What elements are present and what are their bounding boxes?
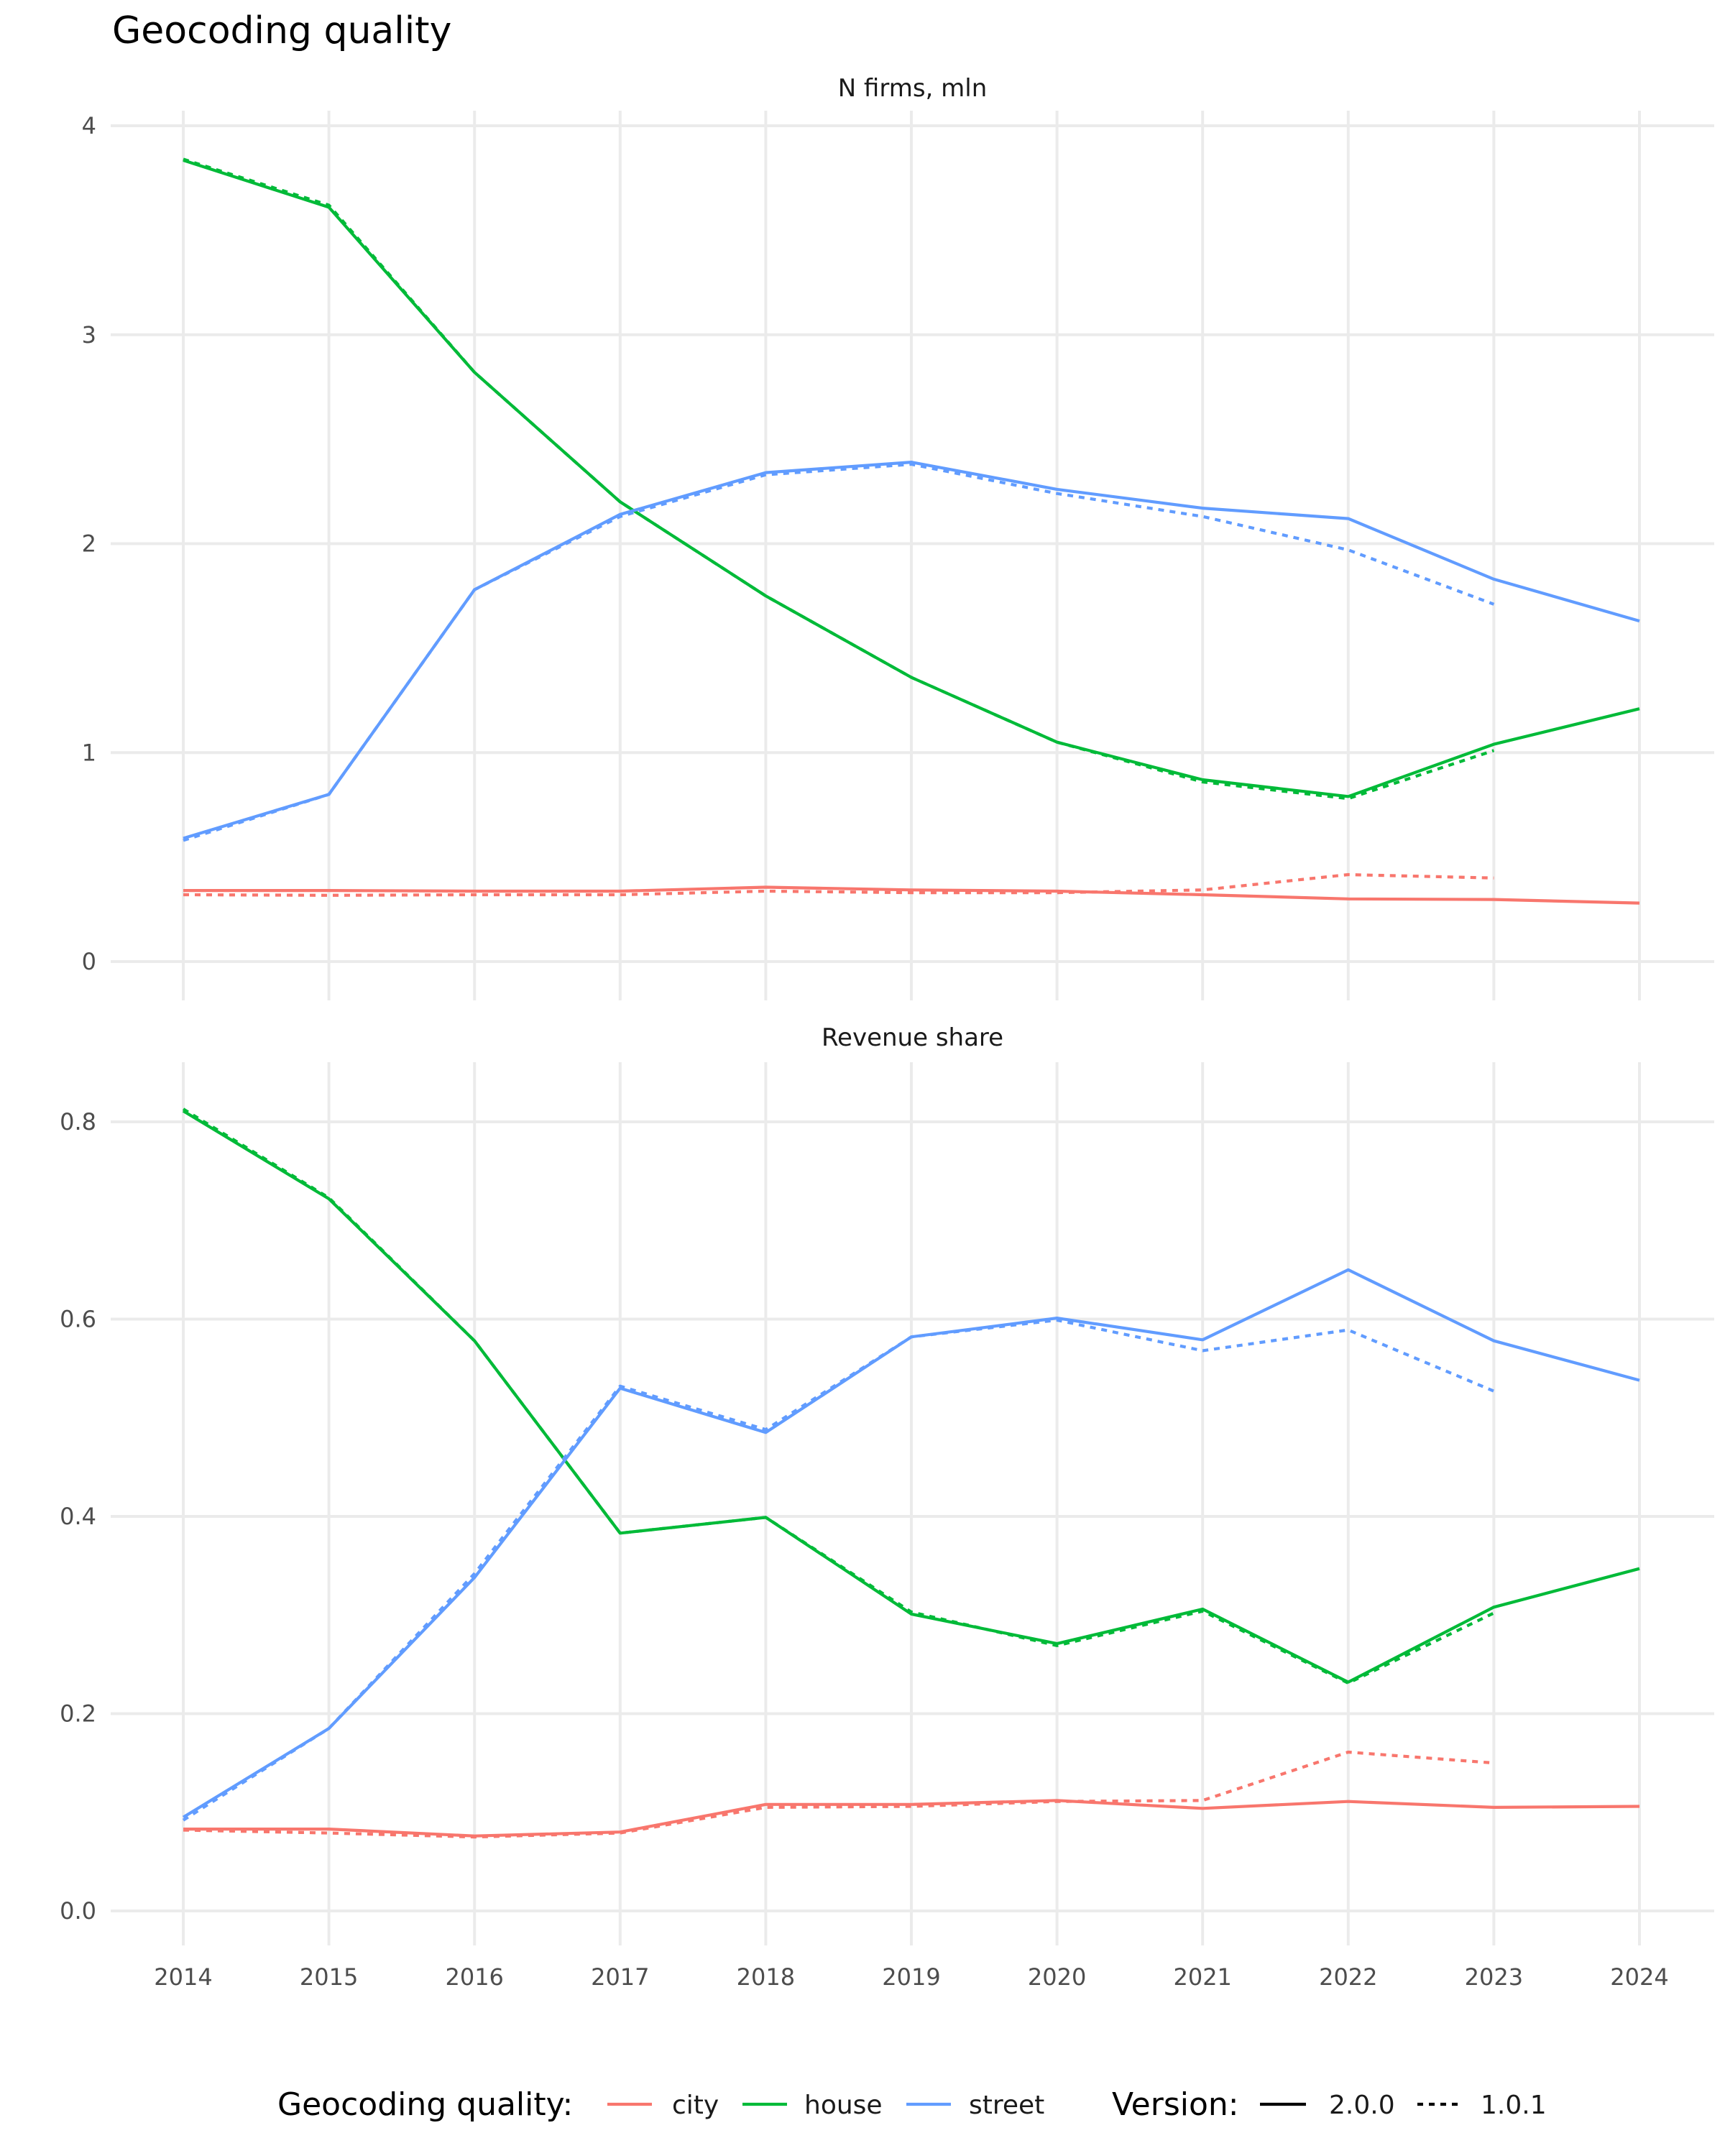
x-tick-label: 2014 <box>154 1963 212 1991</box>
line-street-1-0-1 <box>182 1318 1495 1822</box>
legend: Geocoding quality: city house street Version… <box>277 2086 1547 2123</box>
y-tick-label: 1 <box>82 739 96 766</box>
x-tick-label: 2023 <box>1465 1963 1523 1991</box>
legend-linetype-title: Version: <box>1112 2086 1239 2123</box>
line-street-1-0-1 <box>183 462 1495 842</box>
line-city-2-0-0 <box>183 885 1640 905</box>
legend-item-version-1-0-1: 1.0.1 <box>1417 2091 1547 2120</box>
legend-item-city: city <box>607 2091 719 2120</box>
line-house-2-0-0 <box>182 1110 1640 1684</box>
panel-1: N firms, mln 0 1 2 3 4 <box>82 74 1714 1000</box>
x-tick-label: 2019 <box>882 1963 940 1991</box>
y-tick-label: 0 <box>82 948 96 975</box>
x-tick-label: 2022 <box>1319 1963 1377 1991</box>
y-tick-label: 4 <box>82 112 96 139</box>
legend-label-version: 2.0.0 <box>1329 2091 1395 2120</box>
y-tick-label: 0.0 <box>60 1897 96 1925</box>
legend-item-street: street <box>906 2091 1044 2120</box>
x-tick-label: 2024 <box>1610 1963 1668 1991</box>
line-street-2-0-0 <box>183 460 1640 840</box>
y-tick-label: 0.8 <box>60 1108 96 1135</box>
x-axis-ticks: 2014 2015 2016 2017 2018 2019 2020 2021 2022 2023… <box>154 1963 1668 1991</box>
legend-label-house: house <box>804 2091 883 2120</box>
panel-strip-label: N firms, mln <box>838 74 988 103</box>
legend-item-version-2-0-0: 2.0.0 <box>1260 2091 1395 2120</box>
line-city-1-0-1 <box>183 1750 1494 1839</box>
line-house-1-0-1 <box>183 157 1495 801</box>
panels: N firms, mln 0 1 2 3 4 Revenue share 0.0 0.2 0.4 0… <box>60 74 1714 1991</box>
x-tick-label: 2017 <box>591 1963 649 1991</box>
y-tick-label: 2 <box>82 530 96 558</box>
y-tick-label: 3 <box>82 321 96 349</box>
line-city-1-0-1 <box>183 872 1494 897</box>
x-tick-label: 2018 <box>737 1963 795 1991</box>
panel-strip-label: Revenue share <box>822 1023 1003 1052</box>
x-tick-label: 2015 <box>300 1963 358 1991</box>
series-lines <box>182 1107 1640 1839</box>
gridlines <box>111 1062 1714 1945</box>
x-tick-label: 2021 <box>1173 1963 1231 1991</box>
legend-color-title: Geocoding quality: <box>277 2086 573 2123</box>
line-city-2-0-0 <box>183 1799 1640 1838</box>
legend-label-version: 1.0.1 <box>1481 2091 1547 2120</box>
y-tick-label: 0.4 <box>60 1503 96 1530</box>
legend-item-house: house <box>742 2091 883 2120</box>
series-lines <box>183 157 1640 905</box>
panel-2: Revenue share 0.0 0.2 0.4 0.6 0.8 <box>60 1023 1714 1945</box>
x-tick-label: 2016 <box>445 1963 503 1991</box>
y-tick-label: 0.2 <box>60 1700 96 1728</box>
gridlines <box>111 111 1714 1000</box>
legend-label-street: street <box>969 2091 1044 2120</box>
x-tick-label: 2020 <box>1028 1963 1086 1991</box>
line-house-1-0-1 <box>182 1107 1495 1685</box>
chart-title: Geocoding quality <box>112 9 451 52</box>
y-tick-label: 0.6 <box>60 1306 96 1333</box>
legend-label-city: city <box>672 2091 719 2120</box>
